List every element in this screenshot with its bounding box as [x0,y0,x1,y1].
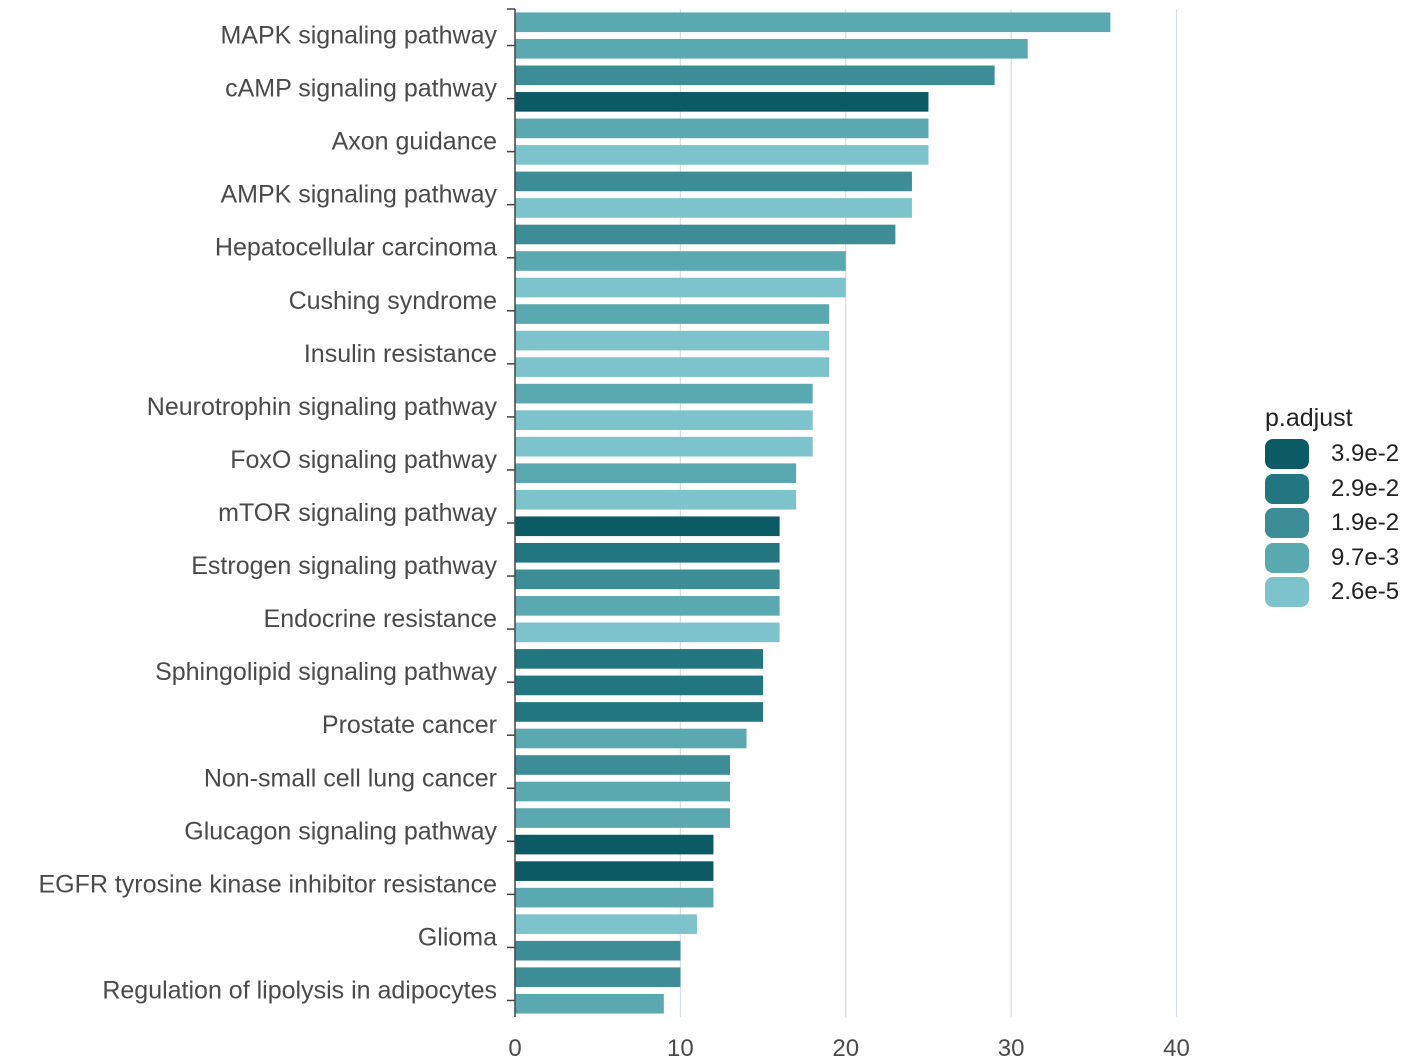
bar-33 [515,861,714,881]
category-label-15: Non-small cell lung cancer [204,764,497,792]
category-label-9: FoxO signaling pathway [230,446,497,474]
legend-items: 3.9e-2 2.9e-2 1.9e-2 9.7e-3 2.6e-5 [1265,437,1399,610]
legend: p.adjust 3.9e-2 2.9e-2 1.9e-2 9.7e-3 2.6e-5 [1265,404,1399,610]
axes-group [507,8,516,1017]
bar-13 [515,330,830,351]
legend-title: p.adjust [1265,404,1353,432]
bar-35 [515,914,697,934]
category-label-17: EGFR tyrosine kinase inhibitor resistanc… [38,870,497,898]
bar-28 [515,728,747,749]
bar-6 [515,145,929,165]
x-axis-ticks: 0 10 20 30 40 [508,1035,1190,1062]
category-label-2: cAMP signaling pathway [225,75,497,103]
legend-label: 1.9e-2 [1331,509,1400,537]
category-label-4: AMPK signaling pathway [220,181,497,209]
legend-item: 3.9e-2 [1265,437,1399,472]
category-label-12: Endocrine resistance [264,605,497,633]
bar-23 [515,596,780,616]
x-tick-label-40: 40 [1163,1035,1190,1062]
bar-15 [515,383,813,404]
bar-4 [515,92,929,112]
legend-item: 1.9e-2 [1265,506,1399,541]
bar-21 [515,542,780,563]
category-label-5: Hepatocellular carcinoma [215,234,497,262]
legend-label: 3.9e-2 [1331,440,1400,468]
category-label-19: Regulation of lipolysis in adipocytes [102,976,497,1004]
legend-swatch [1265,542,1309,573]
bar-14 [515,357,830,377]
bar-34 [515,887,714,908]
x-tick-label-30: 30 [998,1035,1025,1062]
category-label-3: Axon guidance [332,128,497,156]
bar-20 [515,516,780,537]
legend-label: 2.9e-2 [1331,474,1400,502]
category-label-13: Sphingolipid signaling pathway [155,658,497,686]
category-label-11: Estrogen signaling pathway [191,552,497,580]
bar-24 [515,622,780,643]
bar-8 [515,198,912,218]
category-label-8: Neurotrophin signaling pathway [147,393,498,421]
legend-item: 2.6e-5 [1265,575,1399,610]
bar-1 [515,12,1111,33]
bar-37 [515,967,681,988]
legend-item: 9.7e-3 [1265,541,1399,576]
bar-27 [515,702,764,722]
legend-swatch [1265,508,1309,539]
category-label-6: Cushing syndrome [289,287,497,315]
bar-11 [515,277,846,298]
y-axis-labels: MAPK signaling pathway cAMP signaling pat… [38,22,497,1005]
category-label-18: Glioma [418,923,497,951]
bar-36 [515,940,681,961]
x-tick-label-10: 10 [667,1035,694,1062]
bar-18 [515,463,797,484]
x-tick-label-0: 0 [508,1035,521,1062]
bar-19 [515,489,797,510]
legend-label: 2.6e-5 [1331,578,1400,606]
legend-item: 2.9e-2 [1265,472,1399,507]
category-label-14: Prostate cancer [322,711,497,739]
bar-16 [515,410,813,430]
bar-22 [515,569,780,590]
bar-12 [515,304,830,324]
legend-swatch [1265,473,1309,504]
bar-2 [515,38,1028,59]
bar-3 [515,65,995,86]
bar-29 [515,755,730,775]
bar-32 [515,834,714,855]
bar-38 [515,993,664,1014]
bar-9 [515,224,896,245]
bar-17 [515,436,813,457]
bars-group [515,12,1111,1014]
x-tick-label-20: 20 [832,1035,859,1062]
category-label-7: Insulin resistance [304,340,497,368]
legend-label: 9.7e-3 [1331,543,1400,571]
bar-7 [515,171,912,192]
bar-25 [515,649,764,669]
bar-5 [515,118,929,139]
bar-30 [515,781,730,802]
legend-swatch [1265,577,1309,608]
category-label-1: MAPK signaling pathway [220,22,497,50]
bar-26 [515,675,764,696]
category-label-10: mTOR signaling pathway [218,499,497,527]
category-label-16: Glucagon signaling pathway [184,817,497,845]
bar-31 [515,808,730,828]
bar-10 [515,251,846,271]
legend-swatch [1265,439,1309,470]
